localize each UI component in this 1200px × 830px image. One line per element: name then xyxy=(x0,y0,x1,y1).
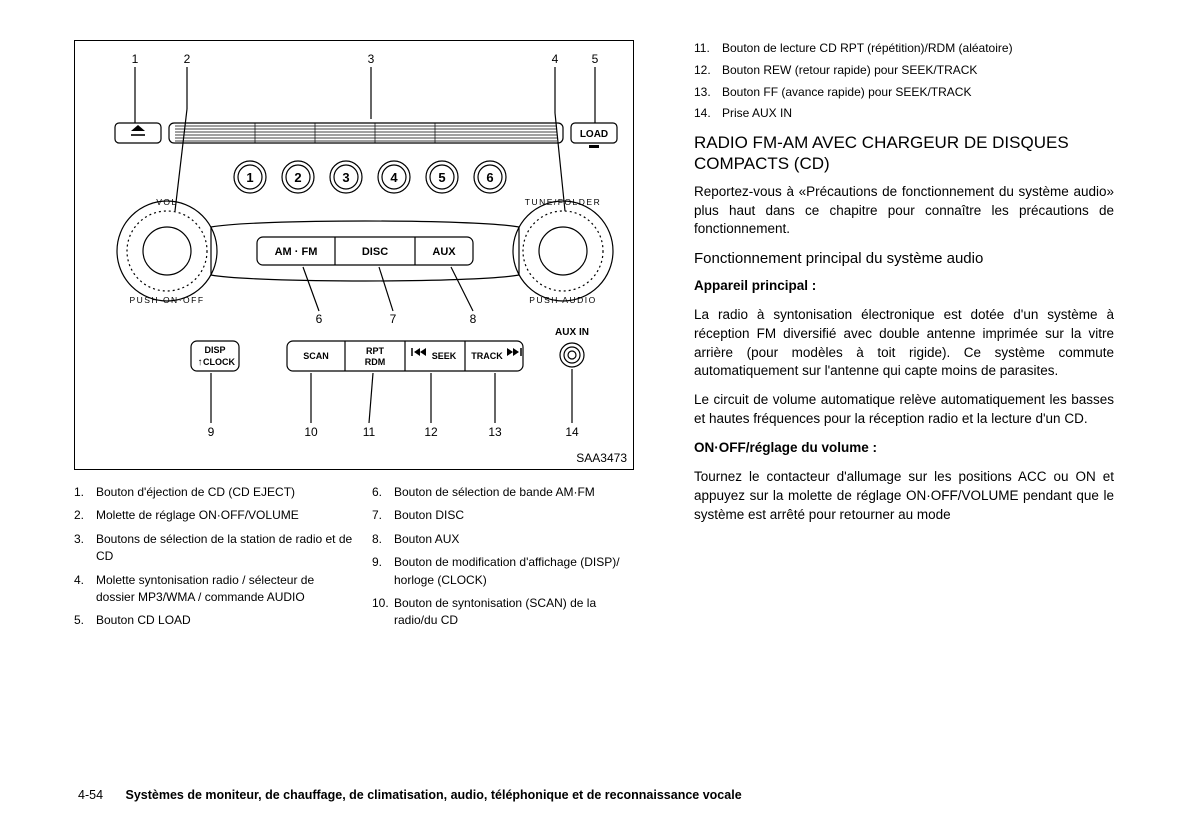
svg-text:2: 2 xyxy=(294,170,301,185)
page-number: 4-54 xyxy=(78,788,122,802)
auxin-label: AUX IN xyxy=(555,327,589,338)
left-column: 1 2 3 4 5 xyxy=(60,40,670,636)
subsection-heading: Fonctionnement principal du système audi… xyxy=(694,249,1114,269)
callout-4: 4 xyxy=(552,52,559,66)
aux-btn: AUX xyxy=(432,246,456,258)
sub2: ON·OFF/réglage du volume : xyxy=(694,439,1114,458)
svg-text:SEEK: SEEK xyxy=(432,351,457,361)
svg-text:CLOCK: CLOCK xyxy=(203,357,235,367)
svg-text:4: 4 xyxy=(390,170,398,185)
svg-text:13: 13 xyxy=(488,425,502,439)
svg-text:6: 6 xyxy=(486,170,493,185)
p3: Le circuit de volume automatique relève … xyxy=(694,391,1114,429)
svg-text:8: 8 xyxy=(470,312,477,326)
sub1: Appareil principal : xyxy=(694,277,1114,296)
svg-text:SCAN: SCAN xyxy=(303,351,329,361)
intro-paragraph: Reportez-vous à «Précautions de fonction… xyxy=(694,183,1114,240)
legend-continued: 11.Bouton de lecture CD RPT (répétition)… xyxy=(694,40,1114,122)
svg-text:7: 7 xyxy=(390,312,397,326)
radio-diagram: 1 2 3 4 5 xyxy=(74,40,634,470)
svg-text:9: 9 xyxy=(208,425,215,439)
svg-text:DISP: DISP xyxy=(204,345,225,355)
svg-text:12: 12 xyxy=(424,425,438,439)
svg-text:↑: ↑ xyxy=(198,357,203,368)
svg-text:3: 3 xyxy=(342,170,349,185)
callout-2: 2 xyxy=(184,52,191,66)
callout-3: 3 xyxy=(368,52,375,66)
diagram-ref-code: SAA3473 xyxy=(576,451,627,465)
tune-label: TUNE/FOLDER xyxy=(525,197,601,207)
svg-text:11: 11 xyxy=(363,425,376,439)
svg-text:14: 14 xyxy=(565,425,579,439)
amfm-btn: AM · FM xyxy=(275,246,318,258)
svg-text:5: 5 xyxy=(438,170,445,185)
vol-label: VOL xyxy=(156,197,178,207)
svg-text:10: 10 xyxy=(304,425,318,439)
push-onoff-label: PUSH ON·OFF xyxy=(129,295,204,305)
page-footer: 4-54 Systèmes de moniteur, de chauffage,… xyxy=(78,788,742,802)
disc-btn: DISC xyxy=(362,246,388,258)
section-heading: RADIO FM-AM AVEC CHARGEUR DE DISQUES COM… xyxy=(694,132,1114,175)
p4: Tournez le contacteur d'allumage sur les… xyxy=(694,468,1114,525)
footer-title: Systèmes de moniteur, de chauffage, de c… xyxy=(125,788,741,802)
svg-text:6: 6 xyxy=(316,312,323,326)
legend-col-2: 6.Bouton de sélection de bande AM·FM 7.B… xyxy=(372,484,642,636)
legend-col-1: 1.Bouton d'éjection de CD (CD EJECT) 2.M… xyxy=(74,484,354,636)
callout-1: 1 xyxy=(132,52,139,66)
push-audio-label: PUSH AUDIO xyxy=(529,295,596,305)
legend: 1.Bouton d'éjection de CD (CD EJECT) 2.M… xyxy=(74,484,670,636)
svg-text:RDM: RDM xyxy=(365,357,386,367)
svg-text:1: 1 xyxy=(246,170,253,185)
load-label: LOAD xyxy=(580,129,608,140)
right-column: 11.Bouton de lecture CD RPT (répétition)… xyxy=(694,40,1114,636)
svg-text:RPT: RPT xyxy=(366,346,385,356)
svg-text:TRACK: TRACK xyxy=(471,351,503,361)
callout-5: 5 xyxy=(592,52,599,66)
p2: La radio à syntonisation électronique es… xyxy=(694,306,1114,382)
